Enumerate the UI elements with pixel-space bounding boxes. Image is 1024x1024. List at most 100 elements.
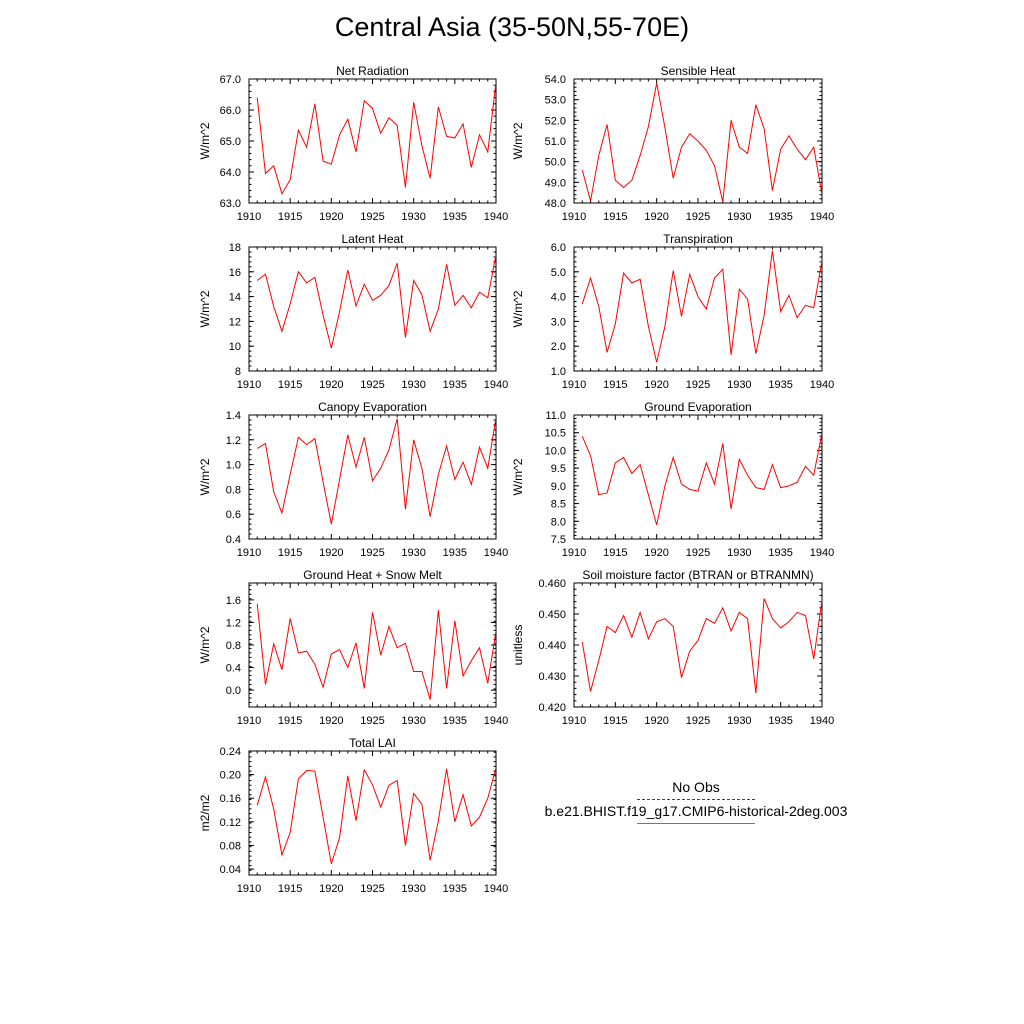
series-line [256, 603, 496, 700]
legend-obs-label: No Obs [672, 779, 720, 795]
x-tick-label: 1915 [603, 379, 627, 391]
panel-4: 1910 1915 1920 1925 1930 1935 1940 1.0 2.0 3.0 4.0… [511, 232, 834, 391]
y-tick-label: 8 [235, 366, 241, 378]
y-tick-label: 64.0 [220, 167, 241, 179]
x-tick-label: 1930 [727, 379, 751, 391]
y-tick-label: 65.0 [220, 136, 241, 148]
y-tick-label: 63.0 [220, 198, 241, 210]
y-axis-label: W/m^2 [198, 626, 212, 663]
series-line [581, 598, 822, 694]
y-tick-label: 11.0 [545, 410, 566, 422]
panel-title: Latent Heat [341, 232, 404, 246]
x-tick-label: 1920 [644, 715, 668, 727]
y-tick-label: 1.6 [226, 595, 241, 607]
panel-title: Total LAI [349, 736, 396, 750]
x-tick-label: 1920 [644, 547, 668, 559]
x-tick-label: 1925 [686, 379, 710, 391]
x-tick-label: 1920 [644, 211, 668, 223]
x-tick-label: 1925 [686, 715, 710, 727]
y-axis-label: W/m^2 [198, 122, 212, 159]
y-tick-label: 8.5 [551, 499, 566, 511]
legend-model-label: b.e21.BHIST.f19_g17.CMIP6-historical-2de… [544, 803, 848, 819]
series-line [256, 254, 496, 349]
y-tick-label: 6.0 [551, 242, 566, 254]
x-tick-label: 1940 [810, 547, 834, 559]
panel-title: Transpiration [663, 232, 733, 246]
x-tick-label: 1910 [237, 379, 261, 391]
y-tick-label: 0.16 [220, 793, 241, 805]
y-tick-label: 67.0 [220, 74, 241, 86]
y-tick-label: 2.0 [551, 341, 566, 353]
panel-9: 1910 1915 1920 1925 1930 1935 1940 0.04 0.08 0.12… [198, 736, 508, 895]
x-tick-label: 1920 [319, 379, 343, 391]
series-line [256, 417, 496, 525]
x-tick-label: 1910 [237, 883, 261, 895]
y-tick-label: 1.0 [551, 366, 566, 378]
panel-7: 1910 1915 1920 1925 1930 1935 1940 0.0 0.4 0.8 1.2… [198, 568, 508, 727]
y-axis-label: unitless [511, 625, 525, 666]
y-axis-label: W/m^2 [511, 290, 525, 327]
x-tick-label: 1930 [401, 883, 425, 895]
y-tick-label: 0.04 [220, 864, 241, 876]
x-tick-label: 1915 [278, 715, 302, 727]
y-tick-label: 51.0 [545, 136, 566, 148]
y-axis-label: m2/m2 [198, 794, 212, 831]
panel-title: Ground Evaporation [644, 400, 751, 414]
panel-title: Soil moisture factor (BTRAN or BTRANMN) [582, 568, 813, 582]
y-tick-label: 0.8 [226, 484, 241, 496]
x-tick-label: 1920 [319, 715, 343, 727]
series-line [581, 250, 822, 363]
x-tick-label: 1910 [562, 211, 586, 223]
x-tick-label: 1930 [401, 715, 425, 727]
panel-frame [248, 414, 497, 540]
x-tick-label: 1925 [360, 211, 384, 223]
x-tick-label: 1920 [319, 883, 343, 895]
y-tick-label: 0.430 [538, 671, 566, 683]
y-axis-label: W/m^2 [511, 122, 525, 159]
y-tick-label: 14 [229, 292, 241, 304]
x-tick-label: 1915 [603, 547, 627, 559]
x-tick-label: 1935 [443, 379, 467, 391]
x-tick-label: 1940 [484, 379, 508, 391]
y-tick-label: 53.0 [545, 95, 566, 107]
x-tick-label: 1915 [278, 547, 302, 559]
panel-title: Net Radiation [336, 64, 409, 78]
x-tick-label: 1930 [727, 715, 751, 727]
x-tick-label: 1935 [443, 715, 467, 727]
x-tick-label: 1940 [484, 547, 508, 559]
y-tick-label: 0.0 [226, 685, 241, 697]
x-tick-label: 1930 [727, 547, 751, 559]
panel-3: 1910 1915 1920 1925 1930 1935 1940 8 10 12 14 16 18 L… [198, 232, 508, 391]
x-tick-label: 1940 [484, 715, 508, 727]
y-tick-label: 0.460 [538, 578, 566, 590]
x-tick-label: 1935 [768, 547, 792, 559]
y-tick-label: 18 [229, 242, 241, 254]
x-tick-label: 1940 [810, 379, 834, 391]
panel-frame [248, 750, 497, 876]
x-tick-label: 1910 [237, 547, 261, 559]
x-tick-label: 1935 [443, 883, 467, 895]
y-tick-label: 66.0 [220, 105, 241, 117]
y-tick-label: 10.0 [545, 445, 566, 457]
x-tick-label: 1920 [319, 547, 343, 559]
y-tick-label: 0.12 [220, 817, 241, 829]
y-tick-label: 0.20 [220, 770, 241, 782]
x-tick-label: 1925 [686, 211, 710, 223]
panel-title: Ground Heat + Snow Melt [303, 568, 442, 582]
panel-2: 1910 1915 1920 1925 1930 1935 1940 48.0 49.0 50.0… [511, 64, 834, 223]
legend-model-line [637, 823, 755, 824]
x-tick-label: 1940 [810, 211, 834, 223]
y-axis-label: W/m^2 [511, 458, 525, 495]
y-tick-label: 4.0 [551, 292, 566, 304]
y-tick-label: 0.6 [226, 509, 241, 521]
x-tick-label: 1920 [319, 211, 343, 223]
x-tick-label: 1935 [443, 211, 467, 223]
y-tick-label: 0.440 [538, 640, 566, 652]
y-tick-label: 10.5 [545, 428, 566, 440]
x-tick-label: 1940 [484, 883, 508, 895]
x-tick-label: 1910 [562, 715, 586, 727]
y-tick-label: 0.4 [226, 534, 241, 546]
y-tick-label: 50.0 [545, 157, 566, 169]
y-tick-label: 0.420 [538, 702, 566, 714]
